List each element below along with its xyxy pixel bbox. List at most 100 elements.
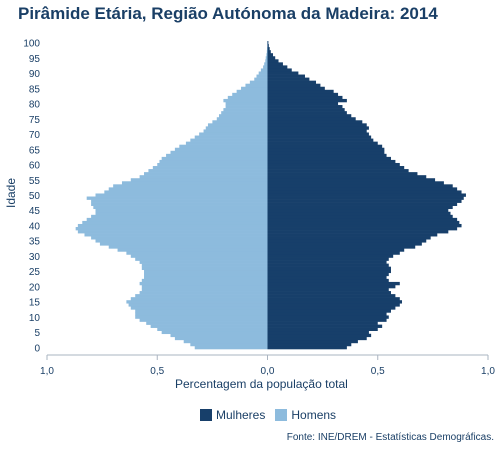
bar-homens-age-69 [194,135,268,139]
y-tick-label-45: 45 [29,206,41,217]
x-tick-label-4: 1,0 [481,366,495,377]
bar-homens-age-41 [82,220,268,225]
bar-homens-age-93 [264,62,268,66]
bar-mulheres-age-85 [267,86,325,91]
x-axis: 1,0 0,5 0,0 0,5 1,0 [40,354,495,377]
bar-mulheres-age-72 [267,126,369,130]
bar-mulheres-age-3 [267,336,367,341]
bar-mulheres-age-19 [267,288,389,292]
bar-homens-age-27 [141,263,268,267]
bar-mulheres-age-39 [267,227,458,231]
bar-mulheres-age-6 [267,327,378,332]
bar-homens-age-39 [75,227,268,231]
bar-homens-age-65 [174,147,268,152]
bar-homens-age-54 [121,181,268,185]
bar-homens-age-56 [139,175,268,179]
bar-mulheres-age-95 [267,56,276,60]
y-tick-label-25: 25 [29,267,41,278]
y-tick-label-55: 55 [29,176,41,187]
bar-mulheres-age-50 [267,193,466,197]
bar-mulheres-age-45 [267,208,449,213]
bar-mulheres-age-15 [267,300,403,304]
bar-homens-age-12 [135,309,268,313]
bar-mulheres-age-100 [267,41,269,45]
y-tick-labels: 0 5 10 15 20 25 30 35 40 45 50 55 60 65 70 75 80 85 90 95 10… [23,39,40,355]
bar-homens-age-18 [139,291,268,295]
bar-mulheres-age-96 [267,53,274,57]
bar-mulheres-age-30 [267,254,394,258]
y-tick-label-35: 35 [29,237,41,248]
bar-homens-age-15 [126,300,268,304]
bar-homens-age-90 [258,71,268,75]
x-tick-label-0: 1,0 [40,366,54,377]
legend-item-mulheres: Mulheres [200,408,265,422]
bar-homens-age-83 [232,92,268,97]
bar-homens-age-57 [144,172,268,176]
bar-homens-age-97 [266,50,268,54]
bar-homens-age-16 [130,297,268,301]
bar-mulheres-age-63 [267,153,387,158]
bar-homens-age-71 [203,129,268,133]
bar-mulheres-age-33 [267,245,416,249]
bar-mulheres-age-9 [267,318,387,322]
bar-mulheres-age-65 [267,147,385,152]
bar-homens-age-88 [254,77,268,81]
bar-mulheres-age-62 [267,156,391,161]
bar-mulheres-age-89 [267,74,305,78]
bar-mulheres-age-23 [267,275,387,280]
x-tick-label-2: 0,0 [261,366,275,377]
bar-mulheres-age-90 [267,71,299,75]
legend: Mulheres Homens [200,408,340,422]
bar-homens-age-81 [223,98,268,103]
bar-mulheres-age-17 [267,294,396,298]
bar-homens-age-47 [91,202,268,206]
bar-mulheres-age-37 [267,233,438,237]
bar-homens-age-68 [190,138,268,142]
y-tick-label-75: 75 [29,115,41,126]
bar-homens-age-75 [216,117,268,121]
bar-homens-age-13 [130,306,268,310]
bar-homens-age-33 [108,245,268,249]
y-tick-label-70: 70 [29,130,41,141]
bar-mulheres-age-10 [267,315,389,319]
bar-homens-age-42 [86,217,268,222]
bar-homens-age-50 [95,193,268,197]
bar-homens-age-10 [135,315,268,319]
bar-homens-age-31 [126,251,268,255]
bar-mulheres-age-52 [267,187,458,191]
bar-homens-age-63 [166,153,268,158]
bar-homens-age-37 [84,233,268,237]
bar-homens-age-64 [170,150,268,155]
bar-homens-age-94 [265,59,268,63]
bar-homens-age-8 [146,321,268,325]
bar-homens-age-0 [194,345,268,350]
bar-homens-age-5 [161,330,268,335]
bar-homens-age-73 [207,123,268,127]
bar-homens-age-76 [218,114,268,118]
bar-homens-age-1 [190,342,268,347]
bar-homens-age-28 [139,260,268,264]
bar-homens-age-87 [249,80,268,84]
bar-mulheres-age-21 [267,281,400,286]
bar-homens-age-43 [91,214,268,219]
bar-mulheres-age-44 [267,211,451,216]
bar-mulheres-age-74 [267,120,363,124]
bar-homens-age-26 [141,266,268,271]
bar-homens-age-79 [225,105,268,109]
bar-homens-age-86 [245,83,268,88]
y-tick-label-65: 65 [29,145,41,156]
x-axis-label: Percentagem da população total [175,377,348,391]
bar-mulheres-age-55 [267,178,436,182]
bar-mulheres-age-0 [267,345,347,350]
legend-label-mulheres: Mulheres [216,408,266,422]
bar-mulheres-age-26 [267,266,391,271]
bar-homens-age-38 [77,230,268,234]
bar-homens-age-62 [161,156,268,161]
bar-mulheres-age-81 [267,98,347,103]
bar-mulheres-age-86 [267,83,321,88]
bar-homens-age-96 [266,53,268,57]
bar-mulheres-age-84 [267,89,334,94]
legend-item-homens: Homens [275,408,336,422]
bar-homens-age-3 [174,336,268,341]
bar-mulheres-age-46 [267,205,453,210]
